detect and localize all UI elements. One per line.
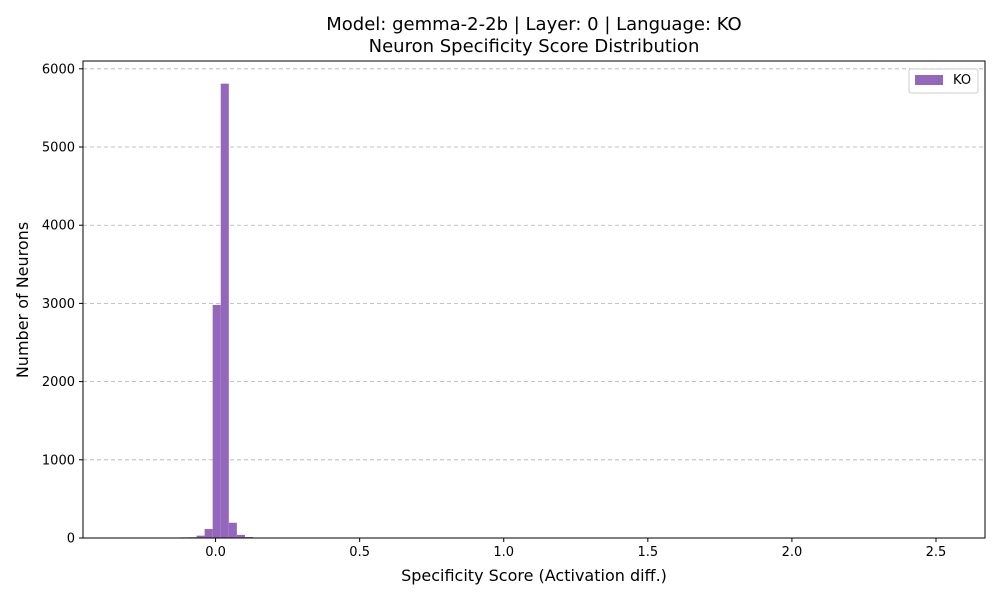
y-axis-ticks: 0 1000 2000 3000 4000 5000 6000 — [42, 62, 83, 547]
x-axis-ticks: 0.0 0.5 1.0 1.5 2.0 2.5 — [205, 538, 946, 560]
y-axis-label: Number of Neurons — [13, 222, 32, 378]
y-tick-label-3: 3000 — [42, 297, 75, 312]
x-tick-label-0: 0.0 — [205, 545, 226, 560]
histogram-bar-7 — [212, 304, 221, 538]
legend: KO — [908, 68, 979, 94]
histogram-bar-6 — [204, 529, 213, 538]
chart-title-line1: Model: gemma-2-2b | Layer: 0 | Language:… — [326, 14, 741, 35]
x-tick-label-3: 1.5 — [637, 545, 658, 560]
x-tick-label-5: 2.5 — [926, 545, 947, 560]
y-tick-label-6: 6000 — [42, 62, 75, 77]
histogram-bar-8 — [220, 83, 229, 538]
y-tick-label-4: 4000 — [42, 219, 75, 234]
legend-swatch-ko — [915, 75, 943, 85]
x-tick-label-4: 2.0 — [782, 545, 803, 560]
x-tick-label-1: 0.5 — [349, 545, 370, 560]
plot-frame — [82, 60, 986, 539]
legend-label-ko: KO — [953, 73, 971, 88]
histogram-bar-9 — [228, 522, 237, 538]
y-tick-label-2: 2000 — [42, 375, 75, 390]
x-axis-label: Specificity Score (Activation diff.) — [401, 566, 667, 585]
histogram-bar-10 — [236, 534, 245, 538]
grid-lines — [83, 68, 985, 461]
histogram-bars — [123, 83, 286, 538]
y-tick-label-5: 5000 — [42, 141, 75, 156]
chart-title-line2: Neuron Specificity Score Distribution — [369, 36, 700, 57]
y-tick-label-1: 1000 — [42, 453, 75, 468]
y-tick-label-0: 0 — [67, 532, 75, 547]
x-tick-label-2: 1.0 — [493, 545, 514, 560]
histogram-bar-5 — [196, 535, 205, 538]
